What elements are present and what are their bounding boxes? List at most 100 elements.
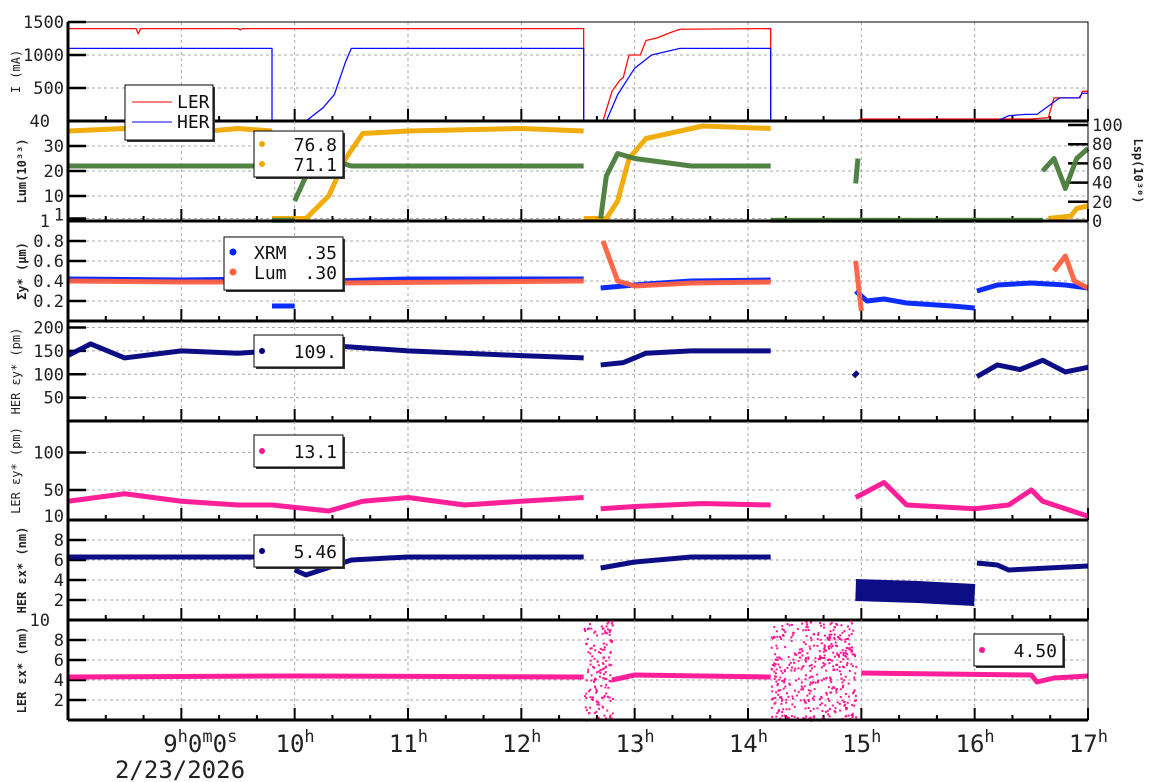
scatter-point	[591, 697, 594, 700]
scatter-point	[790, 669, 793, 672]
scatter-point	[821, 657, 824, 660]
scatter-point	[778, 656, 781, 659]
scatter-point	[807, 689, 810, 692]
scatter-point	[593, 631, 596, 634]
panel-4: 50 100 150 200 HER εy* (pm)	[9, 319, 1089, 423]
scatter-point	[785, 701, 788, 704]
scatter-point	[829, 658, 832, 661]
y-axis-label: LER εx* (nm)	[15, 627, 29, 714]
scatter-point	[820, 702, 823, 705]
scatter-point	[771, 715, 774, 718]
scatter-point	[610, 717, 613, 720]
scatter-point	[793, 669, 796, 672]
scatter-point	[822, 662, 825, 665]
scatter-point	[609, 651, 612, 654]
scatter-point	[846, 657, 849, 660]
scatter-point	[853, 704, 856, 707]
scatter-point	[839, 634, 842, 637]
scatter-point	[590, 679, 593, 682]
y-tick-label: 8	[54, 631, 64, 651]
scatter-point	[585, 696, 588, 699]
scatter-point	[775, 691, 778, 694]
scatter-point	[834, 641, 837, 644]
scatter-point	[850, 650, 853, 653]
scatter-point	[809, 716, 812, 719]
scatter-point	[844, 692, 847, 695]
scatter-point	[795, 679, 798, 682]
scatter-point	[605, 665, 608, 668]
scatter-point	[841, 681, 844, 684]
legend-box	[973, 633, 1064, 667]
scatter-point	[774, 658, 777, 661]
scatter-point	[810, 675, 813, 678]
scatter-point	[609, 700, 612, 703]
scatter-point	[791, 697, 794, 700]
scatter-point	[605, 692, 608, 695]
scatter-point	[602, 656, 605, 659]
scatter-point	[808, 676, 811, 679]
scatter-point	[830, 691, 833, 694]
scatter-point	[831, 644, 834, 647]
legend-value: .30	[304, 263, 337, 284]
scatter-point	[603, 646, 606, 649]
scatter-point	[827, 686, 830, 689]
scatter-point	[604, 671, 607, 674]
legend-marker	[259, 161, 265, 167]
scatter-point	[608, 680, 611, 683]
scatter-point	[806, 623, 809, 626]
y-tick-label: 1500	[23, 13, 64, 33]
scatter-point	[808, 692, 811, 695]
scatter-point	[777, 689, 780, 692]
scatter-point	[608, 630, 611, 633]
right-y-tick-label: 80	[1092, 135, 1112, 155]
scatter-point	[776, 712, 779, 715]
scatter-point	[833, 626, 836, 629]
scatter-point	[603, 673, 606, 676]
scatter-point	[841, 631, 844, 634]
scatter-point	[793, 705, 796, 708]
scatter-point	[806, 694, 809, 697]
scatter-point	[812, 707, 815, 710]
scatter-point	[794, 653, 797, 656]
scatter-point	[802, 717, 805, 720]
scatter-point	[591, 698, 594, 701]
scatter-point	[829, 679, 832, 682]
scatter-point	[828, 662, 831, 665]
scatter-point	[832, 651, 835, 654]
scatter-point	[785, 698, 788, 701]
series-xrm	[976, 280, 1089, 294]
scatter-point	[604, 686, 607, 689]
scatter-point	[801, 654, 804, 657]
scatter-point	[789, 661, 792, 664]
scatter-point	[830, 621, 833, 624]
legend-marker	[229, 268, 237, 276]
scatter-point	[819, 656, 822, 659]
scatter-point	[837, 635, 840, 638]
series-xrm	[854, 289, 975, 311]
scatter-point	[809, 709, 812, 712]
legend-value: .35	[304, 243, 337, 264]
scatter-point	[803, 685, 806, 688]
scatter-point	[805, 715, 808, 718]
scatter-point	[605, 659, 608, 662]
y-tick-label: 2	[54, 691, 64, 711]
legend-panel-7: 4.50	[973, 633, 1065, 668]
scatter-point	[844, 654, 847, 657]
scatter-point	[779, 666, 782, 669]
scatter-point	[773, 675, 776, 678]
scatter-point	[830, 681, 833, 684]
scatter-point	[843, 701, 846, 704]
scatter-point	[773, 662, 776, 665]
scatter-point	[819, 703, 822, 706]
scatter-point	[601, 706, 604, 709]
scatter-point	[850, 714, 853, 717]
scatter-point	[843, 666, 846, 669]
scatter-point	[833, 710, 836, 713]
y-tick-label: 10	[44, 187, 64, 207]
scatter-point	[812, 716, 815, 719]
scatter-point	[601, 696, 604, 699]
right-y-tick-label: 0	[1092, 212, 1102, 232]
series-trace-0	[1048, 203, 1089, 221]
scatter-point	[773, 702, 776, 705]
scatter-point	[780, 702, 783, 705]
